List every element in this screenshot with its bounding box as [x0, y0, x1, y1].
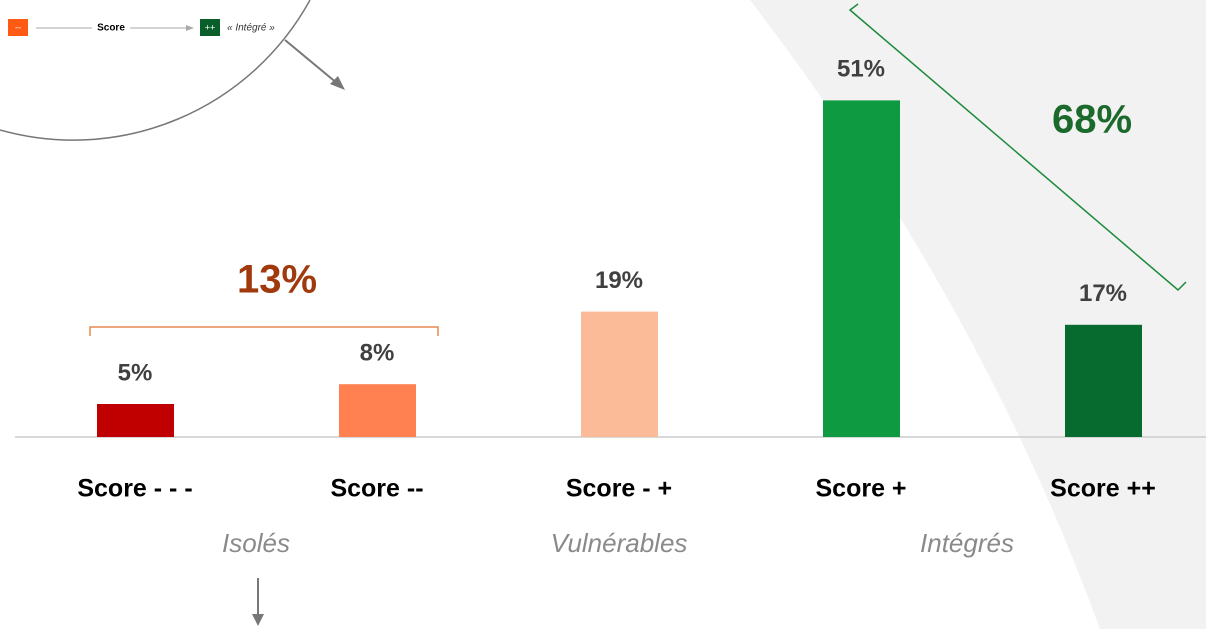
zoom-circle — [0, 0, 311, 141]
legend-high-label: « Intégré » — [227, 23, 275, 34]
bracket-isoles — [89, 326, 439, 336]
group-label: Intégrés — [920, 528, 1014, 558]
bar — [823, 100, 900, 438]
bar — [1065, 324, 1142, 437]
legend-low-box — [8, 19, 28, 36]
group-label: Vulnérables — [551, 528, 688, 558]
zoom-arrow — [284, 39, 339, 85]
bracket-integres — [848, 3, 1187, 292]
legend-axis: Score — [97, 23, 125, 34]
group-label: Isolés — [222, 528, 290, 558]
x-tick-label: Score - - - — [77, 475, 192, 503]
legend-high-box — [200, 19, 220, 36]
x-tick-label: Score + — [815, 475, 906, 503]
data-label: 51% — [837, 56, 885, 83]
legend-arrow — [186, 25, 194, 31]
group-total: 13% — [237, 258, 317, 302]
group-total: 68% — [1052, 98, 1132, 142]
data-label: 17% — [1079, 280, 1127, 307]
data-label: 19% — [595, 267, 643, 294]
x-tick-label: Score - + — [566, 475, 672, 503]
x-tick-label: Score ++ — [1050, 475, 1156, 503]
data-label: 8% — [360, 340, 395, 367]
x-tick-label: Score -- — [330, 475, 423, 503]
legend-low: -- — [15, 22, 21, 32]
down-arrow-head — [252, 614, 264, 626]
bar — [97, 404, 174, 437]
legend-mask — [92, 21, 130, 35]
bar — [339, 384, 416, 437]
zoom-arrow-head — [330, 76, 345, 90]
bar — [581, 311, 658, 437]
legend-high: ++ — [205, 22, 216, 32]
data-label: 5% — [118, 359, 153, 386]
